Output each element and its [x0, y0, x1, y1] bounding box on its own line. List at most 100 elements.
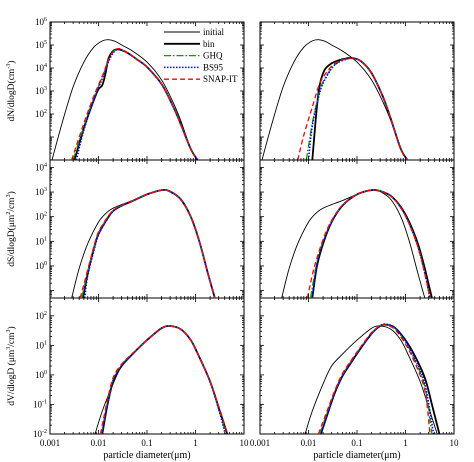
- y-tick-exponent: 2: [44, 212, 47, 218]
- y-label-text: ): [6, 326, 17, 329]
- y-tick-label: 101: [35, 340, 47, 350]
- panel-r1-c1-lines: [51, 39, 199, 160]
- y-tick-exponent: 0: [44, 370, 47, 376]
- y-tick-label: 104: [35, 63, 47, 73]
- x-tick-label: 1: [403, 438, 408, 448]
- series-snap-it-line: [99, 325, 229, 434]
- series-bin-line: [320, 323, 441, 434]
- y-tick-label: 102: [35, 311, 47, 321]
- y-label-superscript: -3: [6, 64, 12, 69]
- y-tick-base: 10: [33, 399, 43, 409]
- series-initial-line: [261, 39, 408, 160]
- y-tick-base: 10: [35, 109, 45, 119]
- y-tick-label: 10-2: [33, 429, 47, 439]
- panel-r2-c1-lines: [71, 188, 216, 298]
- x-tick-label: 0.001: [250, 438, 270, 448]
- y-tick-base: 10: [33, 429, 43, 439]
- y-axis-label: dN/dlogD(cm-3): [6, 61, 17, 122]
- y-tick-base: 10: [35, 86, 45, 96]
- y-tick-base: 10: [35, 311, 45, 321]
- x-axis-label: particle diameter(μm): [103, 450, 190, 461]
- y-tick-base: 10: [35, 212, 45, 222]
- y-tick-label: 101: [35, 236, 47, 246]
- series-bs95-line: [311, 189, 431, 298]
- y-tick-exponent: 5: [44, 40, 47, 46]
- y-tick-label: 106: [35, 17, 47, 27]
- y-label-text: /cm: [7, 332, 17, 347]
- series-initial-line: [281, 189, 426, 298]
- x-tick-label: 10: [240, 438, 250, 448]
- series-bs95-line: [320, 323, 435, 434]
- y-label-text: dS/dlogD(μm: [6, 214, 17, 267]
- y-tick-label: 102: [35, 212, 47, 222]
- panel-frame: [49, 297, 245, 435]
- y-tick-label: 103: [35, 187, 47, 197]
- y-tick-exponent: 6: [44, 17, 47, 23]
- panel-r1-c2-lines: [261, 39, 409, 160]
- series-ghq-line: [319, 323, 433, 434]
- panel-r3-c1-lines: [94, 325, 229, 434]
- series-ghq-line: [305, 57, 409, 160]
- series-initial-line: [71, 189, 216, 298]
- y-tick-label: 105: [35, 40, 47, 50]
- y-tick-base: 10: [35, 340, 45, 350]
- axis-labels: 102103104105106dN/dlogD(cm-3)10010110210…: [6, 17, 459, 461]
- series-initial-line: [94, 325, 228, 434]
- y-label-superscript: 2: [6, 212, 12, 215]
- y-tick-label: 102: [35, 109, 47, 119]
- series-initial-line: [51, 39, 198, 160]
- x-tick-label: 0.1: [351, 438, 362, 448]
- x-tick-label: 1: [193, 438, 198, 448]
- y-tick-base: 10: [35, 40, 45, 50]
- series-bin-line: [82, 188, 216, 298]
- panel-r3-c2-lines: [304, 323, 441, 434]
- y-tick-base: 10: [35, 162, 45, 172]
- panel-frame: [259, 297, 455, 435]
- y-tick-exponent: 1: [44, 340, 47, 346]
- y-label-superscript: 3: [6, 194, 12, 197]
- y-label-text: ): [6, 191, 17, 194]
- legend-label: initial: [203, 27, 224, 37]
- y-label-superscript: 3: [6, 347, 12, 350]
- y-tick-label: 10-1: [33, 399, 47, 409]
- series-bs95-line: [83, 189, 216, 298]
- x-axis-label: particle diameter(μm): [313, 450, 400, 461]
- y-label-text: dV/dlogD (μm: [6, 349, 17, 406]
- y-tick-label: 100: [35, 261, 47, 271]
- y-tick-exponent: 1: [44, 236, 47, 242]
- series-snap-it-line: [306, 189, 431, 298]
- y-axis-label: dS/dlogD(μm2/cm3): [6, 191, 17, 267]
- y-label-superscript: 3: [6, 329, 12, 332]
- x-tick-label: 10: [450, 438, 460, 448]
- y-tick-exponent: 3: [44, 187, 47, 193]
- y-tick-exponent: 2: [44, 311, 47, 317]
- series-lines: [51, 39, 441, 434]
- y-tick-label: 100: [35, 370, 47, 380]
- series-ghq-line: [100, 325, 227, 434]
- x-tick-label: 0.1: [141, 438, 152, 448]
- y-tick-base: 10: [35, 187, 45, 197]
- x-tick-label: 0.01: [91, 438, 107, 448]
- y-label-text: /cm: [7, 197, 17, 212]
- y-tick-label: 104: [35, 162, 47, 172]
- series-snap-it-line: [71, 47, 199, 160]
- y-axis-label: dV/dlogD (μm3/cm3): [6, 326, 17, 405]
- x-tick-label: 0.001: [40, 438, 60, 448]
- series-ghq-line: [81, 189, 216, 298]
- series-initial-line: [304, 325, 438, 434]
- x-tick-label: 0.01: [301, 438, 317, 448]
- y-label-text: dN/dlogD(cm: [6, 68, 17, 121]
- legend-label: SNAP-IT: [203, 74, 238, 84]
- y-tick-exponent: 4: [44, 63, 47, 69]
- y-tick-exponent: -2: [42, 429, 47, 435]
- panel-frame: [259, 21, 455, 161]
- y-tick-base: 10: [35, 236, 45, 246]
- panel-frame: [259, 159, 455, 299]
- series-bin-line: [101, 325, 229, 434]
- y-tick-exponent: -1: [42, 399, 47, 405]
- y-tick-base: 10: [35, 370, 45, 380]
- panel-frames: [49, 21, 455, 435]
- y-tick-base: 10: [35, 261, 45, 271]
- y-tick-label: 103: [35, 86, 47, 96]
